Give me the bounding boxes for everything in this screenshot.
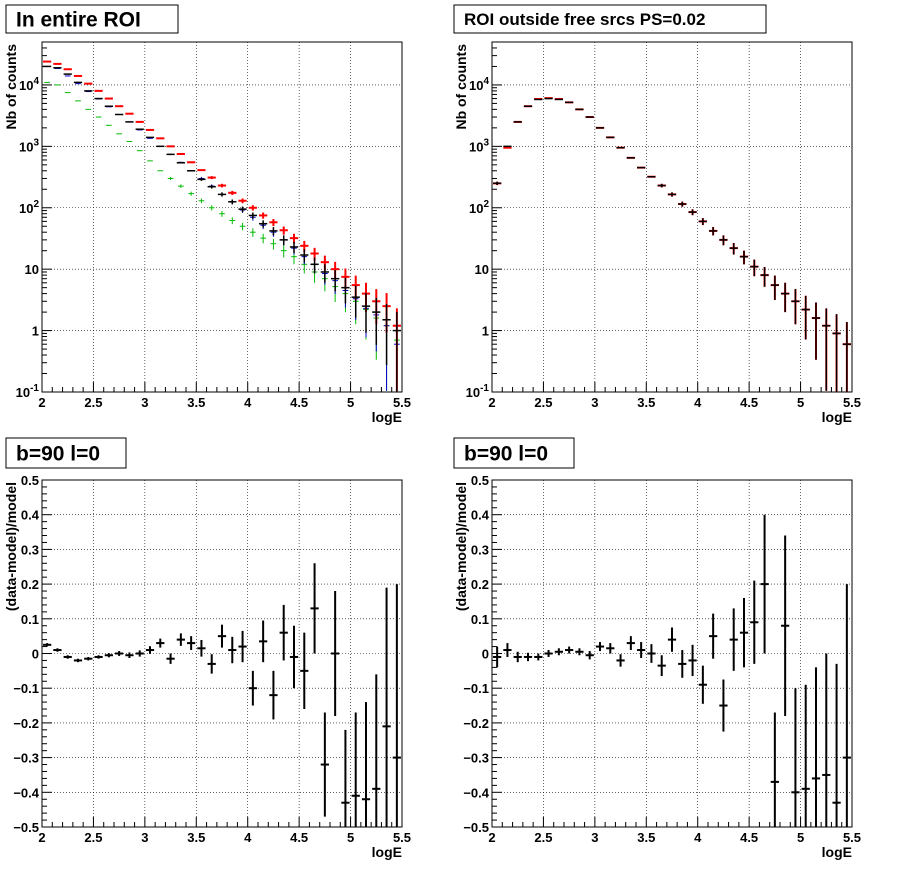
x-tick-label: 2 xyxy=(38,395,45,410)
y-axis-label: (data-model)/model xyxy=(453,482,469,611)
y-axis-label: (data-model)/model xyxy=(3,482,19,611)
title-box xyxy=(5,437,127,469)
y-tick-label: −0.2 xyxy=(463,716,489,731)
y-tick-label: −0.4 xyxy=(463,785,489,800)
x-tick-label: 3 xyxy=(141,830,148,845)
x-tick-label: 2.5 xyxy=(84,830,102,845)
x-tick-label: 4.5 xyxy=(290,830,308,845)
y-tick-label: −0.5 xyxy=(13,820,39,835)
y-tick-label: −0.3 xyxy=(13,751,39,766)
x-tick-label: 5 xyxy=(347,830,354,845)
y-tick-label: 0.4 xyxy=(471,508,490,523)
title-box xyxy=(5,4,179,34)
title-box xyxy=(453,4,767,34)
y-tick-label: 102 xyxy=(19,199,39,216)
x-tick-label: 5.5 xyxy=(843,395,861,410)
x-tick-label: 4 xyxy=(694,830,702,845)
x-tick-label: 5.5 xyxy=(393,395,411,410)
y-tick-label: 103 xyxy=(469,137,489,154)
y-tick-label: −0.5 xyxy=(463,820,489,835)
y-tick-label: 0.4 xyxy=(21,508,40,523)
x-tick-label: 3.5 xyxy=(637,395,655,410)
chart-title: b=90 l=0 xyxy=(16,443,100,466)
plot-frame xyxy=(491,41,853,393)
y-tick-label: 0 xyxy=(482,647,489,662)
y-tick-label: 0.3 xyxy=(471,542,489,557)
title-box xyxy=(453,437,575,469)
x-axis-label: logE xyxy=(372,409,402,425)
y-tick-label: 0.2 xyxy=(21,577,39,592)
y-axis-label: Nb of counts xyxy=(453,44,469,130)
x-tick-label: 2 xyxy=(38,830,45,845)
x-tick-label: 2.5 xyxy=(84,395,102,410)
y-tick-label: 0.1 xyxy=(21,612,39,627)
x-tick-label: 2.5 xyxy=(534,830,552,845)
x-tick-label: 5.5 xyxy=(393,830,411,845)
chart-title: b=90 l=0 xyxy=(464,443,548,466)
y-tick-label: 10-1 xyxy=(466,383,490,400)
x-tick-label: 3 xyxy=(591,830,598,845)
y-tick-label: −0.4 xyxy=(13,785,39,800)
y-tick-label: 10-1 xyxy=(16,383,40,400)
y-tick-label: −0.1 xyxy=(463,681,489,696)
y-tick-label: 102 xyxy=(469,199,489,216)
y-tick-label: 103 xyxy=(19,137,39,154)
chart-title: ROI outside free srcs PS=0.02 xyxy=(464,10,705,29)
y-tick-label: −0.3 xyxy=(463,751,489,766)
x-tick-label: 2 xyxy=(488,395,495,410)
y-tick-label: 104 xyxy=(19,76,39,93)
y-tick-label: 0 xyxy=(32,647,39,662)
y-tick-label: 1 xyxy=(32,324,39,339)
y-tick-label: 1 xyxy=(482,324,489,339)
x-tick-label: 5 xyxy=(347,395,354,410)
x-tick-label: 4 xyxy=(694,395,702,410)
x-tick-label: 4 xyxy=(244,395,252,410)
x-axis-label: logE xyxy=(372,844,402,860)
x-axis-label: logE xyxy=(822,409,852,425)
x-tick-label: 2.5 xyxy=(534,395,552,410)
x-tick-label: 5 xyxy=(797,830,804,845)
x-tick-label: 4.5 xyxy=(740,830,758,845)
x-tick-label: 3 xyxy=(141,395,148,410)
y-tick-label: 10 xyxy=(475,262,489,277)
y-tick-label: −0.1 xyxy=(13,681,39,696)
x-tick-label: 5 xyxy=(797,395,804,410)
x-tick-label: 2 xyxy=(488,830,495,845)
x-tick-label: 3.5 xyxy=(637,830,655,845)
x-tick-label: 3 xyxy=(591,395,598,410)
x-tick-label: 4.5 xyxy=(290,395,308,410)
y-tick-label: 0.3 xyxy=(21,542,39,557)
x-axis-label: logE xyxy=(822,844,852,860)
x-tick-label: 4 xyxy=(244,830,252,845)
y-tick-label: 10 xyxy=(25,262,39,277)
y-tick-label: 104 xyxy=(469,76,489,93)
x-tick-label: 4.5 xyxy=(740,395,758,410)
y-tick-label: 0.1 xyxy=(471,612,489,627)
chart-title: In entire ROI xyxy=(16,9,141,32)
x-tick-label: 5.5 xyxy=(843,830,861,845)
y-tick-label: 0.5 xyxy=(471,473,489,488)
x-tick-label: 3.5 xyxy=(187,830,205,845)
y-tick-label: 0.2 xyxy=(471,577,489,592)
x-tick-label: 3.5 xyxy=(187,395,205,410)
plot-frame xyxy=(41,41,403,393)
y-axis-label: Nb of counts xyxy=(3,44,19,130)
y-tick-label: −0.2 xyxy=(13,716,39,731)
y-tick-label: 0.5 xyxy=(21,473,39,488)
